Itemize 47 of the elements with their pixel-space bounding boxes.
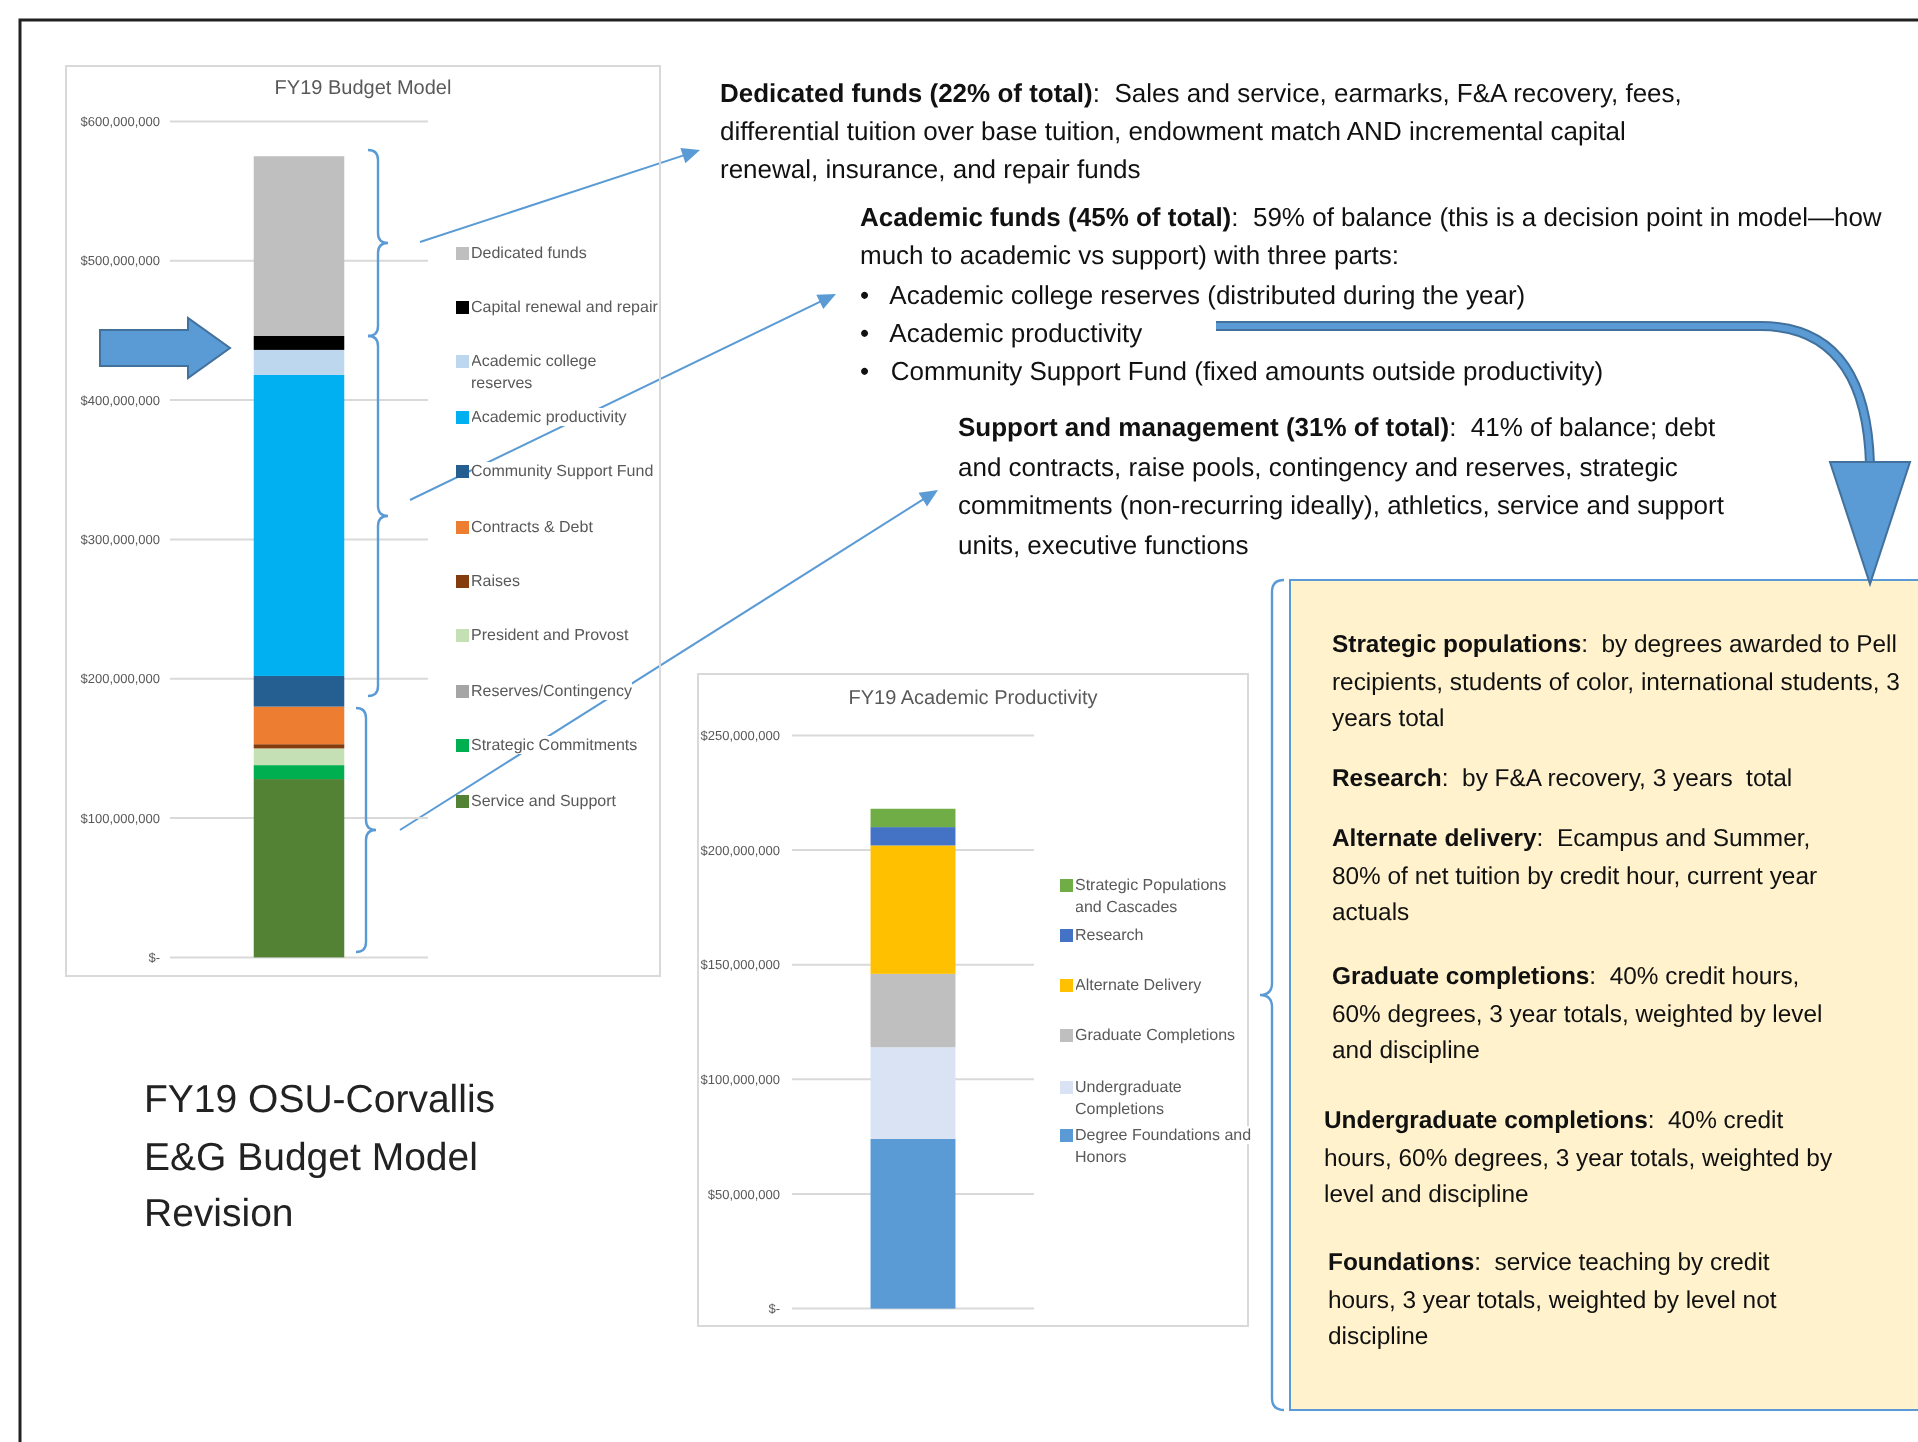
legend-label: Service and Support xyxy=(471,792,616,810)
bar xyxy=(253,779,345,958)
legend-label: Contracts & Debt xyxy=(471,518,593,536)
text: Support and management (31% of total): 41% of balance; debt and contracts, raise pools, contingency and reserves, strategic commitments (non-recurring ideally), athletics, service and support units, executive functions xyxy=(958,410,1726,563)
legend-label: Strategic Populations and Cascades xyxy=(1075,876,1227,916)
text: Graduate completions: 40% credit hours, 60% degrees, 3 year totals, weighted by level and discipline xyxy=(1332,960,1825,1068)
legend-label: Community Support Fund xyxy=(471,462,654,480)
text: • Academic productivity xyxy=(860,316,1145,352)
legend-label: Capital renewal and repair xyxy=(471,298,658,316)
text: Dedicated funds (22% of total): Sales and service, earmarks, F&A recovery, fees, differential tuition over base tuition, endowment match AND incremental capital renewal, insurance, and repair funds xyxy=(720,76,1684,188)
text: Foundations: service teaching by credit hours, 3 year totals, weighted by level not discipline xyxy=(1328,1246,1779,1354)
legend-label: Raises xyxy=(471,572,520,590)
text: Academic funds (45% of total): 59% of balance (this is a decision point in model—how much to academic vs support) with three parts: xyxy=(860,200,1884,274)
text: • Community Support Fund (fixed amounts outside productivity) xyxy=(860,354,1606,390)
bar xyxy=(870,1047,956,1139)
legend-label: Strategic Commitments xyxy=(471,736,638,754)
bar xyxy=(253,765,345,780)
text: Undergraduate completions: 40% credit hours, 60% degrees, 3 year totals, weighted by level and discipline xyxy=(1324,1104,1834,1212)
bar xyxy=(253,374,345,676)
bar xyxy=(253,748,345,766)
bar xyxy=(253,706,345,745)
bar xyxy=(253,156,345,336)
text: Alternate delivery: Ecampus and Summer, 80% of net tuition by credit hour, current year actuals xyxy=(1332,822,1820,930)
legend-label: Dedicated funds xyxy=(471,244,587,262)
legend-label: Degree Foundations and Honors xyxy=(1075,1126,1252,1166)
bar xyxy=(870,808,956,828)
legend-label: Academic productivity xyxy=(471,408,627,426)
legend-label: Academic college reserves xyxy=(471,352,597,392)
text: FY19 OSU-Corvallis E&G Budget Model Revision xyxy=(144,1076,498,1240)
bar xyxy=(870,845,956,974)
bar xyxy=(870,1138,956,1309)
bar xyxy=(870,827,956,846)
bar xyxy=(253,335,345,350)
bar xyxy=(870,973,956,1048)
chart-title: FY19 Academic Productivity xyxy=(848,688,1098,710)
legend-label: Graduate Completions xyxy=(1075,1026,1236,1044)
bar xyxy=(253,349,345,375)
text: Strategic populations: by degrees awarded to Pell recipients, students of color, international students, 3 years total xyxy=(1332,628,1902,736)
text: • Academic college reserves (distributed during the year) xyxy=(860,278,1528,314)
legend-label: Undergraduate Completions xyxy=(1075,1078,1182,1118)
legend-label: Reserves/Contingency xyxy=(471,682,632,700)
legend-label: Research xyxy=(1075,926,1144,944)
chart-title: FY19 Budget Model xyxy=(274,78,452,100)
legend-label: Alternate Delivery xyxy=(1075,976,1202,994)
bar xyxy=(253,675,345,707)
legend-label: President and Provost xyxy=(471,626,629,644)
text: Research: by F&A recovery, 3 years total xyxy=(1332,762,1795,796)
